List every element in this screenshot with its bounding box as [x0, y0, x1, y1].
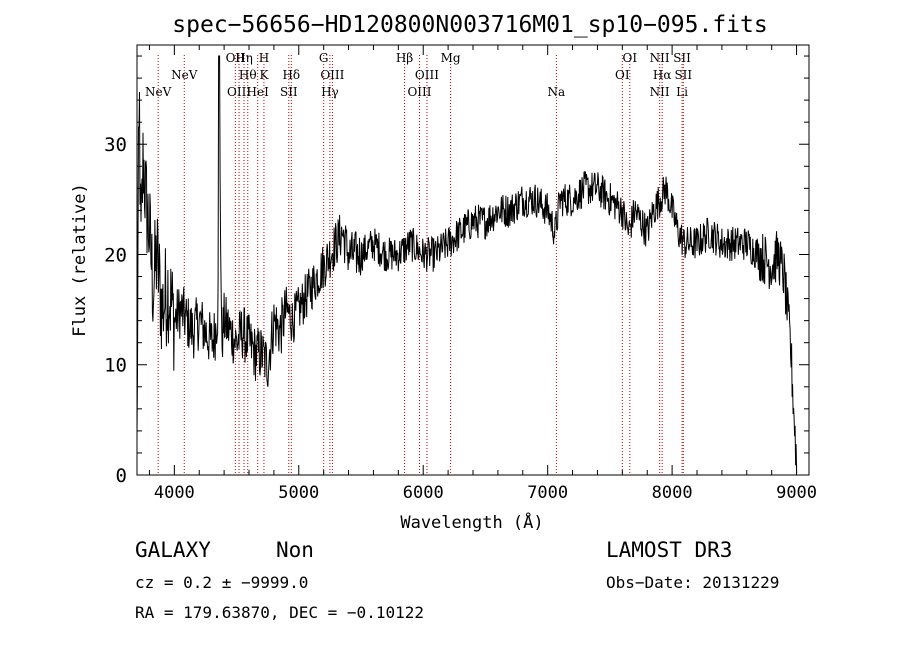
plot-frame [136, 44, 810, 476]
observation-date: Obs−Date: 20131229 [606, 573, 780, 592]
line-label: NeV [171, 68, 198, 82]
x-axis: 4000 5000 6000 7000 8000 9000 [148, 45, 817, 503]
redshift-cz: cz = 0.2 ± −9999.0 [135, 573, 309, 592]
y-tick-label: 30 [104, 134, 127, 156]
line-label: OIII [227, 85, 251, 99]
line-label: Hθ [239, 68, 257, 82]
line-label: NII [650, 51, 670, 65]
line-label: Hδ [282, 68, 300, 82]
line-label: Hα [653, 68, 672, 82]
y-tick-label: 20 [104, 244, 127, 266]
line-label: G [319, 51, 329, 65]
line-label: Mg [441, 51, 461, 65]
x-tick-label: 4000 [154, 483, 195, 503]
line-label: SII [280, 85, 298, 99]
x-tick-label: 7000 [527, 483, 568, 503]
spectral-line-markers [157, 55, 684, 475]
line-label: K [259, 68, 269, 82]
line-label: Hη [235, 51, 253, 65]
line-label: OIII [320, 68, 344, 82]
line-label: OI [615, 68, 630, 82]
line-label: Na [548, 85, 566, 99]
y-axis-label: Flux (relative) [70, 183, 90, 337]
chart-title: spec−56656−HD120800N003716M01_sp10−095.f… [172, 12, 767, 38]
line-label: Hγ [321, 85, 339, 99]
x-tick-label: 8000 [652, 483, 693, 503]
line-label: Li [676, 85, 688, 99]
line-label: SII [674, 68, 692, 82]
object-class: GALAXY [135, 538, 211, 562]
x-tick-label: 9000 [776, 483, 817, 503]
line-label: HeI [247, 85, 270, 99]
y-axis: 0 10 20 30 [104, 55, 809, 487]
x-tick-label: 5000 [278, 483, 319, 503]
line-label: NeV [145, 85, 172, 99]
ra-dec-coordinates: RA = 179.63870, DEC = −0.10122 [135, 603, 424, 622]
object-subclass: Non [276, 538, 314, 562]
line-label: SII [673, 51, 691, 65]
line-label: H [259, 51, 269, 65]
x-tick-label: 6000 [403, 483, 444, 503]
spectrum-line [136, 55, 798, 474]
line-label: OI [623, 51, 638, 65]
line-label: Hβ [396, 51, 413, 65]
line-label: OIII [407, 85, 431, 99]
line-label: OII [226, 51, 246, 65]
y-tick-label: 10 [104, 355, 127, 377]
line-label: NII [650, 85, 670, 99]
survey-name: LAMOST DR3 [606, 538, 733, 562]
x-axis-label: Wavelength (Å) [400, 511, 543, 533]
y-tick-label: 0 [116, 465, 127, 487]
line-label: OIII [415, 68, 439, 82]
